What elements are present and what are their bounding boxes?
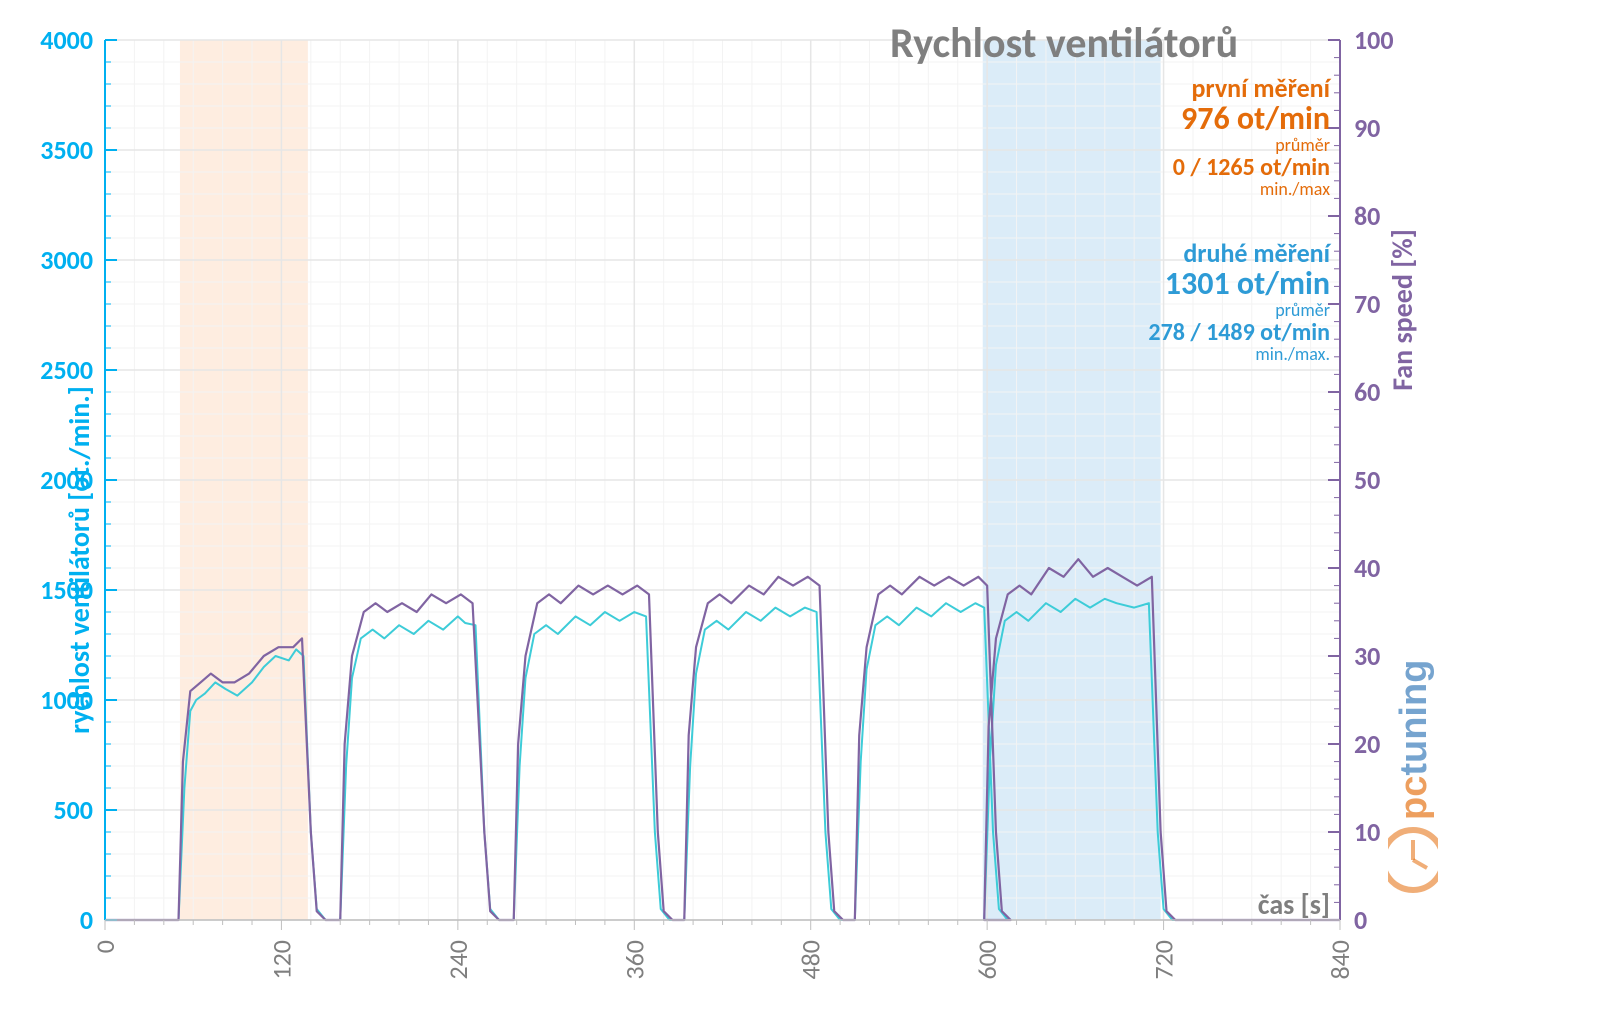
- svg-text:pctuning: pctuning: [1393, 660, 1435, 820]
- svg-text:840: 840: [1324, 940, 1356, 980]
- measurement-summary: první měření976 ot/minprůměr0 / 1265 ot/…: [0, 75, 1330, 199]
- fan-speed-chart: 05001000150020002500300035004000rychlost…: [0, 0, 1600, 1009]
- svg-text:0: 0: [80, 904, 93, 936]
- svg-text:30: 30: [1354, 640, 1380, 672]
- info-line: první měření: [0, 75, 1330, 102]
- info-line: druhé měření: [0, 240, 1330, 267]
- svg-text:500: 500: [53, 794, 93, 826]
- info-line: 976 ot/min: [0, 102, 1330, 136]
- svg-text:240: 240: [442, 940, 474, 980]
- measurement-summary: druhé měření1301 ot/minprůměr278 / 1489 …: [0, 240, 1330, 364]
- watermark-logo: pctuning: [1388, 520, 1438, 900]
- svg-text:120: 120: [265, 940, 297, 980]
- svg-text:480: 480: [795, 940, 827, 980]
- info-line: průměr: [0, 136, 1330, 155]
- svg-text:40: 40: [1354, 552, 1380, 584]
- svg-text:čas [s]: čas [s]: [1258, 887, 1330, 922]
- svg-text:50: 50: [1354, 464, 1380, 496]
- svg-text:Fan speed [%]: Fan speed [%]: [1385, 229, 1420, 391]
- svg-text:720: 720: [1148, 940, 1180, 980]
- info-line: 278 / 1489 ot/min: [0, 320, 1330, 345]
- info-line: min./max.: [0, 345, 1330, 364]
- svg-text:360: 360: [618, 940, 650, 980]
- svg-text:100: 100: [1354, 24, 1394, 56]
- svg-text:rychlost ventilátorů [ot./min.: rychlost ventilátorů [ot./min.]: [62, 386, 97, 734]
- svg-text:0: 0: [1354, 904, 1367, 936]
- chart-title: Rychlost ventilátorů: [890, 18, 1238, 69]
- svg-text:20: 20: [1354, 728, 1380, 760]
- svg-text:600: 600: [971, 940, 1003, 980]
- svg-text:0: 0: [89, 940, 121, 953]
- info-line: průměr: [0, 301, 1330, 320]
- svg-text:10: 10: [1354, 816, 1380, 848]
- svg-text:4000: 4000: [40, 24, 93, 56]
- info-line: min./max: [0, 180, 1330, 199]
- info-line: 0 / 1265 ot/min: [0, 155, 1330, 180]
- svg-text:60: 60: [1354, 376, 1380, 408]
- svg-text:90: 90: [1354, 112, 1380, 144]
- info-line: 1301 ot/min: [0, 267, 1330, 301]
- svg-text:80: 80: [1354, 200, 1380, 232]
- svg-text:70: 70: [1354, 288, 1380, 320]
